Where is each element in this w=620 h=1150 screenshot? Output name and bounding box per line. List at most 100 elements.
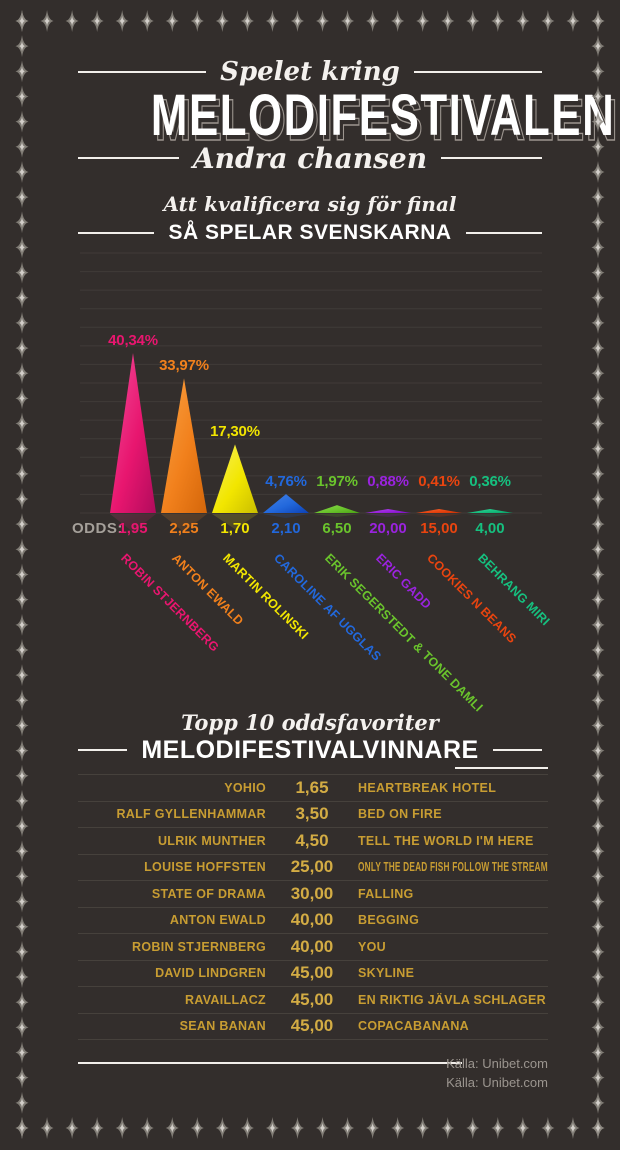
sparkle-icon	[190, 10, 204, 32]
footer-rule	[78, 1062, 462, 1064]
chart-triangle-reflection	[110, 514, 156, 532]
sparkle-icon	[15, 10, 29, 32]
sparkle-icon	[240, 10, 254, 32]
masthead-subtitle-row: Andra chansen	[78, 141, 542, 175]
sparkle-icon	[591, 1091, 605, 1114]
song-cell: COPACABANANA	[358, 1019, 548, 1033]
sparkle-icon	[15, 1066, 29, 1089]
sparkle-icon	[15, 815, 29, 838]
table-row: RAVAILLACZ 45,00 EN RIKTIG JÄVLA SCHLAGER	[78, 986, 548, 1013]
song-cell: HEARTBREAK HOTEL	[358, 781, 548, 795]
chart-triangle-reflection	[467, 514, 513, 517]
sparkle-icon	[516, 10, 530, 32]
sparkle-icon	[15, 739, 29, 762]
rule-line	[78, 231, 155, 234]
sparkle-icon	[591, 1041, 605, 1064]
sparkle-icon	[15, 764, 29, 787]
chart-triangle	[365, 509, 411, 513]
odds-cell: 45,00	[290, 989, 334, 1009]
poster-title-text: MELODIFESTIVALEN	[150, 83, 616, 148]
sparkle-icon	[65, 10, 79, 32]
sparkle-icon	[15, 60, 29, 83]
sparkle-icon	[591, 160, 605, 183]
sparkle-icon	[90, 10, 104, 32]
chart-triangle	[467, 509, 513, 513]
table-section-kicker: Topp 10 oddsfavoriter	[181, 710, 439, 735]
sparkle-icon	[90, 1117, 104, 1139]
poster-title-lockup: MELODIFESTIVALEN MELODIFESTIVALEN	[150, 83, 618, 152]
odds-value: 20,00	[369, 520, 407, 537]
share-label: 4,76%	[265, 473, 307, 490]
song-cell: BEGGING	[358, 913, 548, 927]
masthead-subtitle: Andra chansen	[192, 141, 428, 175]
chart-triangle	[110, 353, 156, 513]
sparkle-icon	[140, 1117, 154, 1139]
sparkle-icon	[316, 10, 330, 32]
rule-line	[455, 767, 548, 769]
table-row: YOHIO 1,65 HEARTBREAK HOTEL	[78, 774, 548, 801]
chart-triangle	[263, 494, 309, 513]
table-row: ROBIN STJERNBERG 40,00 YOU	[78, 933, 548, 960]
sparkle-icon	[416, 10, 430, 32]
sparkle-icon	[591, 966, 605, 989]
odds-cell: 40,00	[290, 910, 334, 930]
sparkle-icon	[341, 10, 355, 32]
sparkle-icon	[190, 1117, 204, 1139]
source-note: Källa: Unibet.com	[446, 1075, 548, 1090]
sparkle-icon	[215, 1117, 229, 1139]
sparkle-icon	[15, 966, 29, 989]
sparkle-icon	[240, 1117, 254, 1139]
sparkle-icon	[491, 10, 505, 32]
chart-triangle-reflection	[416, 514, 462, 517]
odds-cell: 45,00	[290, 963, 334, 983]
artist-cell: ROBIN STJERNBERG	[132, 939, 266, 954]
rule-line	[78, 157, 179, 159]
table-section-title-row: MELODIFESTIVALVINNARE	[78, 735, 543, 765]
sparkle-icon	[15, 865, 29, 888]
sparkle-icon	[15, 35, 29, 58]
sparkle-icon	[115, 10, 129, 32]
song-cell: ONLY THE DEAD FISH FOLLOW THE STREAM	[358, 860, 548, 874]
sparkle-icon	[15, 840, 29, 863]
sparkle-icon	[15, 1117, 29, 1139]
sparkle-icon	[516, 1117, 530, 1139]
chart-canvas	[80, 252, 542, 532]
song-cell: FALLING	[358, 887, 548, 901]
table-row: ULRIK MUNTHER 4,50 TELL THE WORLD I'M HERE	[78, 827, 548, 854]
sparkle-icon	[15, 85, 29, 108]
song-text: FALLING	[358, 886, 414, 901]
chart-triangle	[212, 444, 258, 513]
chart-triangle-reflection	[212, 514, 258, 530]
masthead-kicker-row: Spelet kring	[78, 57, 542, 87]
poster-title: MELODIFESTIVALEN MELODIFESTIVALEN	[76, 86, 618, 152]
sparkle-icon	[15, 915, 29, 938]
table-row: RALF GYLLENHAMMAR 3,50 BED ON FIRE	[78, 800, 548, 828]
song-cell: EN RIKTIG JÄVLA SCHLAGER	[358, 993, 548, 1007]
sparkle-icon	[15, 890, 29, 913]
chart-triangle-reflection	[263, 514, 309, 519]
sparkle-icon	[591, 840, 605, 863]
artist-cell: STATE OF DRAMA	[151, 886, 266, 901]
chart-section-title: SÅ SPELAR SVENSKARNA	[168, 220, 452, 244]
sparkle-icon	[165, 1117, 179, 1139]
odds-cell: 25,00	[290, 857, 334, 877]
sparkle-icon	[40, 10, 54, 32]
chart-triangle-reflection	[365, 514, 411, 517]
sparkle-icon	[290, 10, 304, 32]
sparkle-icon	[366, 1117, 380, 1139]
chart-triangle	[314, 505, 360, 513]
song-cell: YOU	[358, 940, 548, 954]
chart-triangle-reflection	[161, 514, 207, 532]
rule-line	[465, 231, 543, 234]
rule-line	[78, 749, 128, 751]
poster-title-shadow: MELODIFESTIVALEN	[154, 88, 620, 153]
artist-cell: RAVAILLACZ	[185, 992, 266, 1007]
artist-label: COOKIES N BEANS	[424, 551, 520, 647]
chart-section-kicker: Att kvalificera sig för final	[163, 192, 457, 216]
share-label: 0,36%	[469, 473, 511, 490]
betting-share-chart: ODDS: 40,34% 1,95 ROBIN STJERNBERG 33,97% 2,2…	[0, 245, 620, 714]
odds-value: 1,70	[220, 520, 250, 537]
chart-triangle	[161, 378, 207, 513]
sparkle-icon	[591, 915, 605, 938]
